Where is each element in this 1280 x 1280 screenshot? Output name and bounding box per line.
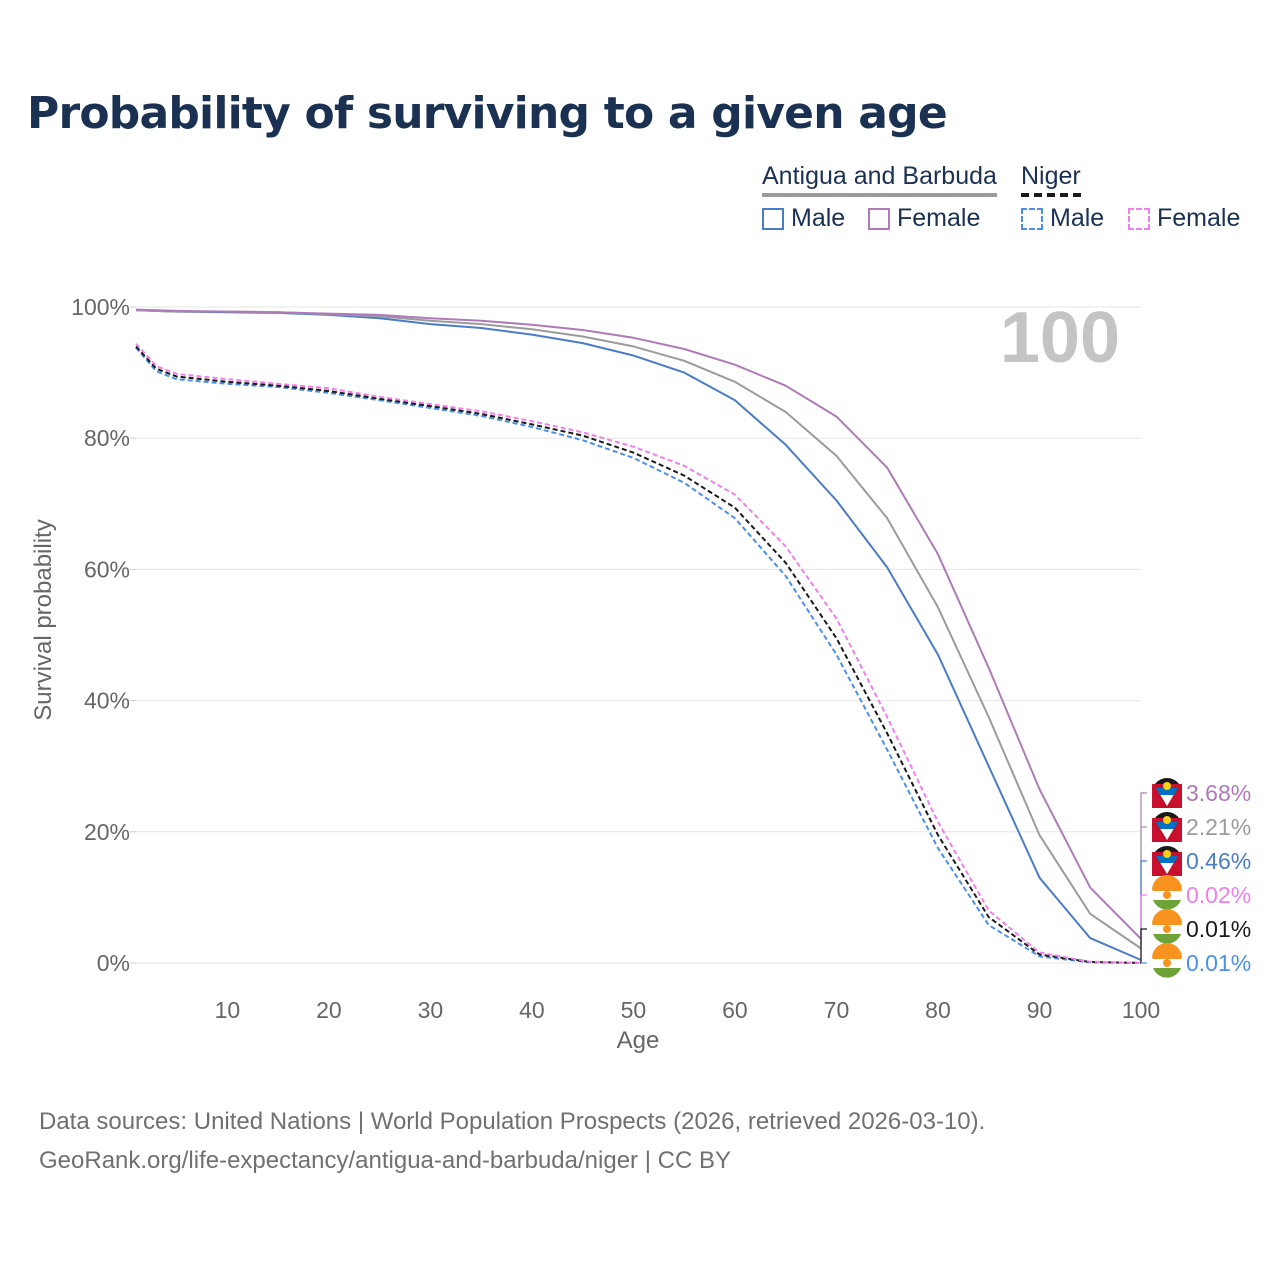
antigua-flag-icon: [1152, 846, 1182, 876]
series-line-ne_total[interactable]: [135, 345, 1142, 964]
age-marker: 100: [1000, 298, 1120, 378]
legend-swatch-icon: [868, 207, 890, 230]
legend-group-niger[interactable]: Niger: [1021, 162, 1081, 197]
legend-group-antigua-line-icon: [762, 193, 997, 197]
series-line-ab_male[interactable]: [135, 309, 1142, 961]
flag-green-band: [1153, 900, 1181, 910]
x-tick-label: 10: [215, 997, 241, 1023]
x-tick-label: 30: [418, 997, 444, 1023]
x-tick-label: 20: [316, 997, 342, 1023]
footer-url[interactable]: GeoRank.org/life-expectancy/antigua-and-…: [39, 1147, 731, 1174]
flag-blue-part: [1156, 788, 1178, 795]
x-tick-label: 50: [621, 997, 647, 1023]
antigua-flag-icon: [1152, 812, 1182, 842]
legend-item-niger-female[interactable]: Female: [1128, 204, 1240, 233]
x-tick-label: 90: [1027, 997, 1053, 1023]
legend-swatch-icon: [1021, 207, 1043, 230]
end-label-leader: [1140, 792, 1147, 939]
legend-swatch-icon: [1128, 207, 1150, 230]
end-label-leader: [1140, 860, 1147, 960]
flag-sun: [1163, 816, 1171, 824]
flag-sun: [1163, 782, 1171, 790]
flag-green-band: [1153, 934, 1181, 944]
end-label-leader: [1140, 928, 1147, 963]
flag-disc: [1163, 959, 1171, 967]
end-label-ne_male: 0.01%: [1186, 950, 1251, 976]
end-label-leader: [1140, 826, 1147, 949]
end-labels: 3.68% 2.21% 0.46% 0.02% 0.01% 0.01%: [1140, 778, 1251, 978]
legend-item-antigua-male[interactable]: Male: [762, 204, 845, 233]
end-label-ab_male: 0.46%: [1186, 848, 1251, 874]
legend-item-label: Male: [791, 204, 846, 232]
legend-group-antigua[interactable]: Antigua and Barbuda: [762, 162, 997, 197]
x-axis: 10 20 30 40 50 60 70 80 90 100: [215, 997, 1161, 1023]
legend-item-label: Female: [897, 204, 981, 232]
x-tick-label: 100: [1122, 997, 1160, 1023]
y-tick-label: 40%: [84, 688, 130, 714]
legend-item-label: Male: [1050, 204, 1105, 232]
end-label-ab_female: 3.68%: [1186, 780, 1251, 806]
legend-group-niger-label: Niger: [1021, 162, 1081, 190]
survival-chart: 0% 20% 40% 60% 80% 100% 10 20 30 40 50 60 70 80 90 100…: [30, 294, 1251, 1054]
y-tick-label: 20%: [84, 819, 130, 845]
legend-swatch-icon: [762, 207, 784, 230]
legend-group-antigua-label: Antigua and Barbuda: [762, 162, 997, 190]
x-tick-label: 80: [925, 997, 951, 1023]
legend-item-antigua-female[interactable]: Female: [868, 204, 980, 233]
flag-disc: [1163, 891, 1171, 899]
niger-flag-icon: [1152, 943, 1182, 978]
y-tick-label: 80%: [84, 425, 130, 451]
end-label-ne_female: 0.02%: [1186, 882, 1251, 908]
flag-orange-band: [1152, 879, 1182, 891]
flag-sun: [1163, 850, 1171, 858]
flag-green-band: [1153, 968, 1181, 978]
legend-item-label: Female: [1157, 204, 1241, 232]
y-tick-label: 60%: [84, 556, 130, 582]
x-tick-label: 60: [722, 997, 748, 1023]
niger-flag-icon: [1152, 909, 1182, 944]
niger-flag-icon: [1152, 875, 1182, 910]
series-line-ab_total[interactable]: [135, 309, 1142, 950]
page-title: Probability of surviving to a given age: [27, 88, 948, 139]
series-line-ne_male[interactable]: [135, 347, 1142, 964]
end-label-ne_total: 0.01%: [1186, 916, 1251, 942]
legend-group-niger-line-icon: [1021, 193, 1081, 197]
series-line-ne_female[interactable]: [135, 343, 1142, 964]
series-line-ab_female[interactable]: [135, 308, 1142, 940]
end-label-ab_total: 2.21%: [1186, 814, 1251, 840]
flag-blue-part: [1156, 822, 1178, 829]
x-tick-label: 40: [519, 997, 545, 1023]
x-axis-label: Age: [617, 1027, 660, 1054]
y-tick-label: 0%: [97, 950, 130, 976]
footer-source: Data sources: United Nations | World Pop…: [39, 1108, 986, 1135]
legend-item-niger-male[interactable]: Male: [1021, 204, 1104, 233]
series-lines: [135, 308, 1142, 964]
flag-disc: [1163, 925, 1171, 933]
antigua-flag-icon: [1152, 778, 1182, 808]
flag-orange-band: [1152, 947, 1182, 959]
y-axis-label: Survival probability: [30, 519, 57, 720]
x-tick-label: 70: [824, 997, 850, 1023]
flag-orange-band: [1152, 913, 1182, 925]
y-tick-label: 100%: [71, 294, 130, 320]
y-axis: 0% 20% 40% 60% 80% 100%: [71, 294, 136, 976]
flag-blue-part: [1156, 856, 1178, 863]
grid: [136, 306, 1141, 964]
